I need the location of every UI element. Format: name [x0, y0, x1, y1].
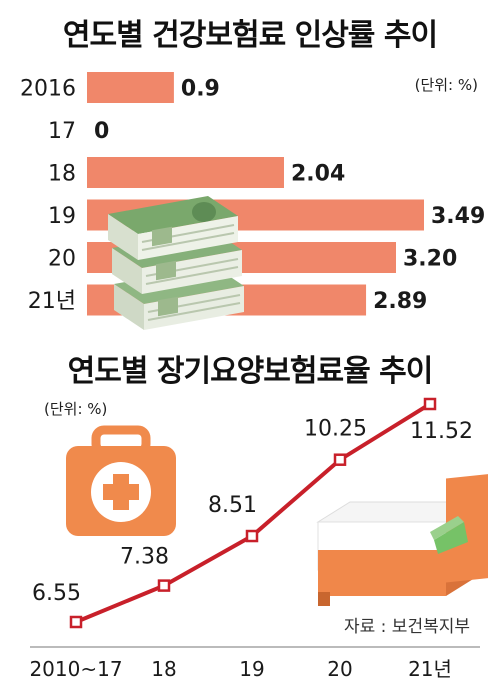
bar [87, 72, 174, 103]
line-point [423, 397, 437, 411]
line-value-label: 8.51 [208, 493, 257, 518]
line-point [157, 579, 171, 592]
bar-category-label: 20 [48, 247, 76, 272]
bar [87, 157, 284, 188]
money-bundle-icon [108, 196, 244, 330]
bar-chart-title: 연도별 건강보험료 인상률 추이 [62, 18, 438, 53]
bar-chart: 2016 0.9 17 0 18 2.04 19 3.49 20 3.20 21년 2.89 [20, 72, 485, 316]
line-point [333, 453, 347, 466]
bar-value-label: 2.04 [291, 162, 345, 187]
line-value-label: 10.25 [304, 417, 367, 442]
line-chart-title: 연도별 장기요양보험료율 추이 [67, 354, 434, 389]
bar-category-label: 21년 [28, 289, 76, 314]
first-aid-kit-icon [66, 425, 176, 536]
bar-chart-unit: (단위: %) [414, 76, 478, 94]
line-value-label: 7.38 [120, 545, 169, 570]
bar-value-label: 0 [94, 119, 109, 144]
bar-value-label: 0.9 [181, 77, 220, 102]
line-value-label: 11.52 [410, 419, 473, 444]
line-point [245, 529, 259, 543]
bar-value-label: 3.49 [431, 204, 485, 229]
x-tick-label: 2010~17 [29, 657, 122, 681]
bar-category-label: 2016 [20, 77, 76, 102]
bed-icon [316, 474, 488, 606]
bar-value-label: 3.20 [403, 247, 457, 272]
bar-category-label: 18 [48, 162, 76, 187]
bar-category-label: 17 [48, 119, 76, 144]
line-chart-unit: (단위: %) [44, 400, 108, 418]
line-point [69, 615, 83, 629]
line-value-label: 6.55 [32, 581, 81, 606]
source-note: 자료 : 보건복지부 [343, 617, 470, 637]
bar-value-label: 2.89 [373, 289, 427, 314]
x-tick-label: 20 [327, 657, 352, 681]
bar-category-label: 19 [48, 204, 76, 229]
x-tick-label: 19 [239, 657, 264, 681]
x-tick-label: 21년 [408, 657, 452, 681]
line-chart: 6.55 2010~17 7.38 18 8.51 19 10.25 20 11.52 21년 [29, 397, 480, 681]
x-tick-label: 18 [151, 657, 176, 681]
